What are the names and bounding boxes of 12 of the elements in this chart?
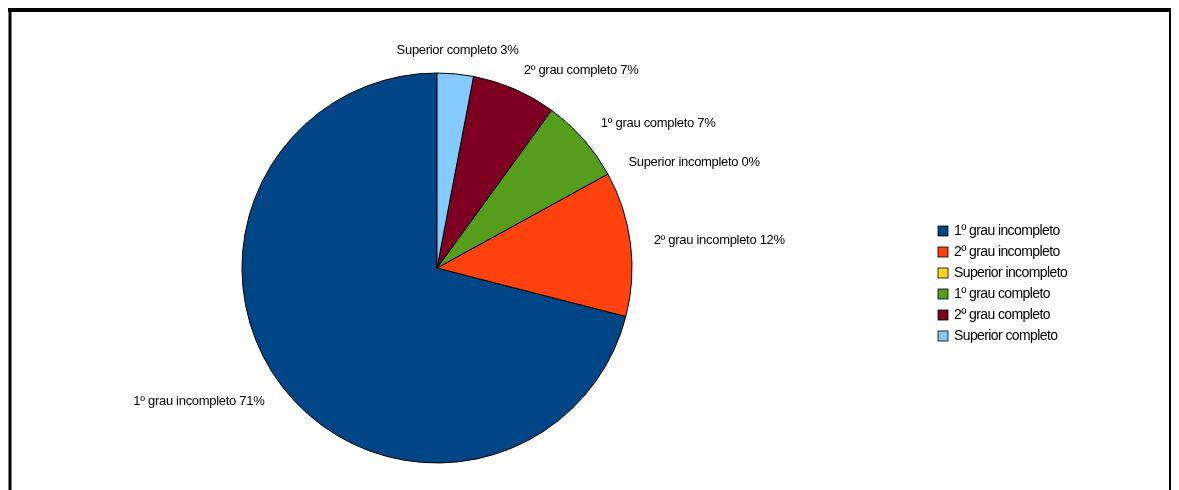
legend-label: 2º grau incompleto (954, 242, 1061, 259)
legend-label: 1º grau incompleto (954, 221, 1061, 238)
category-label: Superior incompleto 0% (628, 154, 760, 170)
legend-label: 2º grau completo (954, 305, 1051, 322)
category-label: 1º grau completo 7% (600, 115, 716, 131)
legend-label: 1º grau completo (954, 284, 1051, 301)
legend-label: Superior completo (954, 326, 1059, 343)
legend-label: Superior incompleto (954, 263, 1068, 280)
category-label: Superior completo 3% (396, 42, 519, 58)
category-label: 2º grau incompleto 12% (653, 232, 785, 248)
category-label: 1º grau incompleto 71% (133, 393, 265, 409)
category-label: 2º grau completo 7% (523, 62, 639, 78)
